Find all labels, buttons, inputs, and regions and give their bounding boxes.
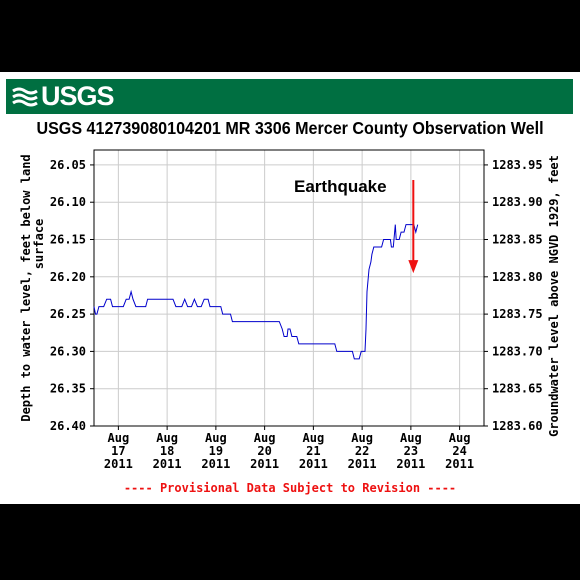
left-tick-label: 26.30 xyxy=(50,344,86,358)
x-tick-month: Aug xyxy=(351,431,373,445)
x-tick-month: Aug xyxy=(303,431,325,445)
x-tick-year: 2011 xyxy=(299,457,328,471)
chart-panel: USGS USGS 412739080104201 MR 3306 Mercer… xyxy=(0,72,580,504)
left-tick-label: 26.15 xyxy=(50,233,86,247)
right-tick-label: 1283.60 xyxy=(492,419,543,433)
x-tick-year: 2011 xyxy=(153,457,182,471)
x-tick-year: 2011 xyxy=(396,457,425,471)
annotation-layer: Earthquake xyxy=(294,177,419,274)
x-tick-date: 21 xyxy=(306,444,320,458)
earthquake-arrow-head xyxy=(408,260,419,274)
x-tick-month: Aug xyxy=(400,431,422,445)
x-tick-date: 18 xyxy=(160,444,174,458)
chart-title: USGS 412739080104201 MR 3306 Mercer Coun… xyxy=(36,118,544,138)
x-tick-date: 24 xyxy=(452,444,466,458)
x-tick-month: Aug xyxy=(254,431,276,445)
x-tick-month: Aug xyxy=(449,431,471,445)
left-tick-label: 26.40 xyxy=(50,419,86,433)
right-tick-label: 1283.65 xyxy=(492,382,543,396)
left-tick-label: 26.20 xyxy=(50,270,86,284)
left-axis-title-line2: surface xyxy=(32,219,46,270)
earthquake-label: Earthquake xyxy=(294,177,387,196)
x-tick-date: 17 xyxy=(111,444,125,458)
left-axis-title-line1: Depth to water level, feet below land xyxy=(19,154,33,421)
axis-labels: Depth to water level, feet below land sur… xyxy=(19,154,561,437)
water-level-line xyxy=(93,224,419,360)
usgs-logo: USGS xyxy=(12,81,115,111)
x-tick-month: Aug xyxy=(108,431,130,445)
provisional-notice: ---- Provisional Data Subject to Revisio… xyxy=(123,481,457,495)
x-tick-date: 19 xyxy=(209,444,223,458)
usgs-wave-icon xyxy=(12,87,38,106)
right-tick-label: 1283.90 xyxy=(492,195,543,209)
grid xyxy=(94,150,484,427)
right-tick-label: 1283.80 xyxy=(492,270,543,284)
x-tick-year: 2011 xyxy=(104,457,133,471)
left-tick-label: 26.25 xyxy=(50,307,86,321)
x-tick-date: 20 xyxy=(257,444,271,458)
plot-frame xyxy=(93,149,485,427)
x-tick-year: 2011 xyxy=(445,457,474,471)
x-tick-year: 2011 xyxy=(250,457,279,471)
x-tick-date: 23 xyxy=(404,444,418,458)
usgs-logo-text: USGS xyxy=(41,81,115,111)
left-tick-label: 26.05 xyxy=(50,158,86,172)
x-tick-year: 2011 xyxy=(348,457,377,471)
chart-svg: 26.05 1283.95 26.10 1283.90 26.15 1283.85 26.2… xyxy=(19,149,561,471)
x-tick-month: Aug xyxy=(156,431,178,445)
right-axis-title: Groundwater level above NGVD 1929, feet xyxy=(547,155,561,437)
x-tick-date: 22 xyxy=(355,444,369,458)
usgs-banner: USGS xyxy=(6,79,573,114)
left-tick-label: 26.10 xyxy=(50,195,86,209)
right-tick-label: 1283.85 xyxy=(492,233,543,247)
right-tick-label: 1283.70 xyxy=(492,344,543,358)
series-layer xyxy=(93,224,419,360)
x-tick-month: Aug xyxy=(205,431,227,445)
right-tick-label: 1283.95 xyxy=(492,158,543,172)
right-tick-label: 1283.75 xyxy=(492,307,543,321)
ticks: 26.05 1283.95 26.10 1283.90 26.15 1283.85 26.2… xyxy=(50,158,543,471)
x-tick-year: 2011 xyxy=(201,457,230,471)
left-tick-label: 26.35 xyxy=(50,382,86,396)
